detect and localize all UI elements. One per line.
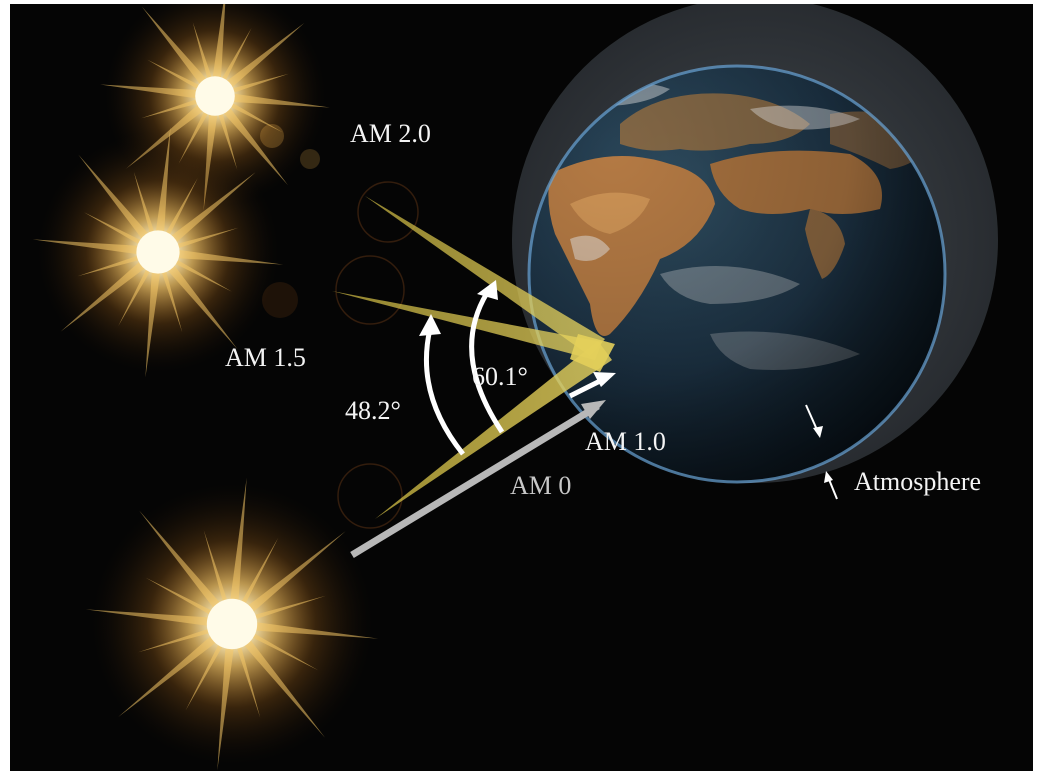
air-mass-diagram: AM 2.0 AM 1.5 AM 1.0 AM 0 48.2° 60.1° At… [10,4,1033,771]
lens-flare [260,124,418,528]
sun-icon [86,478,379,771]
label-am-1-0: AM 1.0 [585,429,666,455]
label-am-1-5: AM 1.5 [225,345,306,371]
angle-arc-60 [472,280,502,432]
label-angle-60: 60.1° [472,364,528,390]
angle-arc-48 [419,314,463,454]
label-angle-48: 48.2° [345,398,401,424]
label-am-2-0: AM 2.0 [350,121,431,147]
label-atmosphere: Atmosphere [854,469,981,495]
earth-icon [529,66,945,482]
label-am-0: AM 0 [510,473,571,499]
